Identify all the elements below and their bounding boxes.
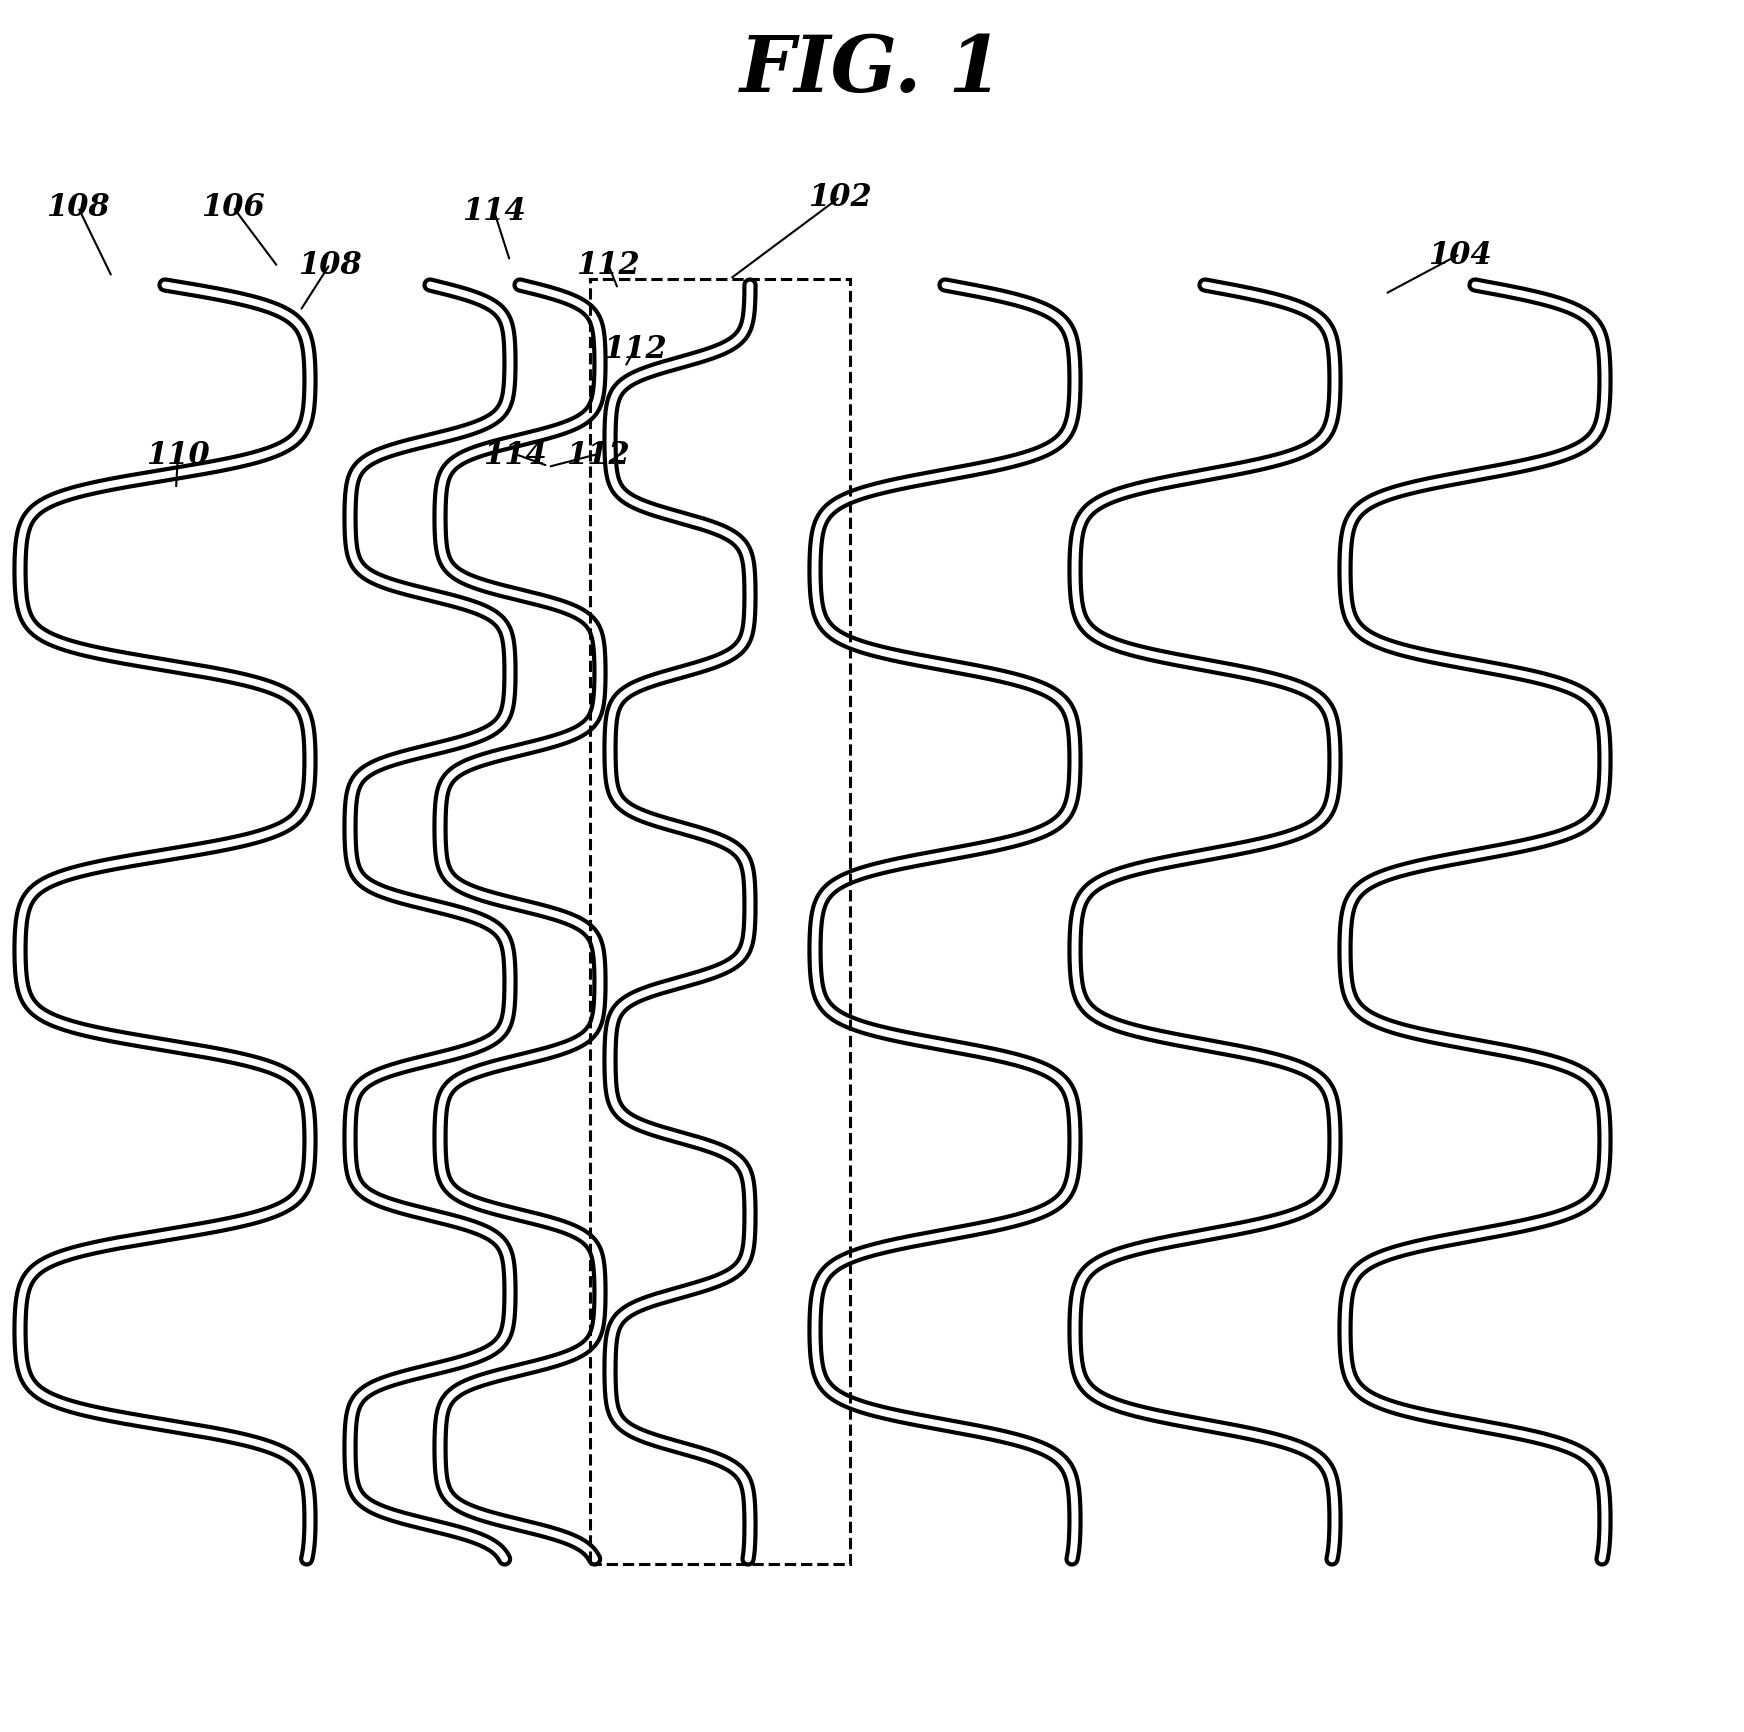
Bar <box>589 281 849 1564</box>
Text: 110: 110 <box>146 440 209 469</box>
Text: 108: 108 <box>45 192 110 223</box>
Text: 106: 106 <box>201 192 265 223</box>
Text: 108: 108 <box>298 249 361 281</box>
Text: 112: 112 <box>603 334 666 365</box>
Text: 112: 112 <box>576 249 640 281</box>
Text: 102: 102 <box>807 182 872 213</box>
Text: 114: 114 <box>462 196 527 227</box>
Text: 104: 104 <box>1428 239 1491 270</box>
Text: 112: 112 <box>567 440 630 469</box>
Text: 114: 114 <box>483 440 548 469</box>
Text: FIG. 1: FIG. 1 <box>739 31 1005 107</box>
